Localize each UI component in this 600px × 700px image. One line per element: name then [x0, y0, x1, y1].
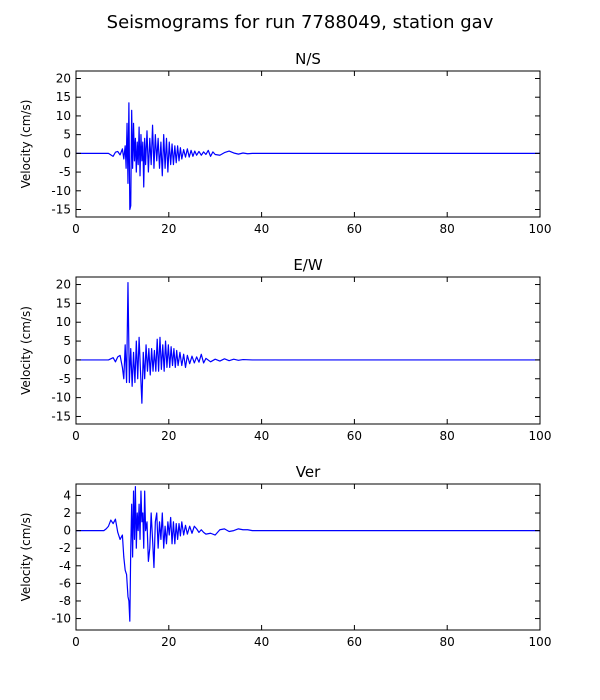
- x-tick-label-ew: 80: [440, 429, 455, 443]
- y-tick-label-ns: 20: [56, 71, 71, 85]
- x-tick-label-ew: 60: [347, 429, 362, 443]
- y-tick-label-ew: 0: [63, 353, 71, 367]
- y-tick-label-ew: 20: [56, 278, 71, 292]
- x-tick-label-ew: 40: [254, 429, 269, 443]
- series-line-ver: [76, 486, 540, 622]
- x-tick-label-ver: 40: [254, 635, 269, 649]
- x-tick-label-ns: 0: [72, 222, 80, 236]
- y-tick-label-ns: -10: [51, 184, 71, 198]
- y-tick-label-ew: -10: [51, 391, 71, 405]
- y-axis-label-ver: Velocity (cm/s): [19, 513, 33, 602]
- y-tick-label-ns: 15: [56, 90, 71, 104]
- y-tick-label-ver: -4: [59, 559, 71, 573]
- x-tick-label-ns: 80: [440, 222, 455, 236]
- x-tick-label-ns: 20: [161, 222, 176, 236]
- y-tick-label-ns: -5: [59, 165, 71, 179]
- y-tick-label-ew: -15: [51, 409, 71, 423]
- x-tick-label-ns: 60: [347, 222, 362, 236]
- panel-title-ew: E/W: [293, 256, 323, 274]
- y-tick-label-ver: 0: [63, 524, 71, 538]
- panel-ns: N/S Velocity (cm/s) 0 20 40 60 80 100 -15 -10 -5 0 5…: [19, 50, 551, 236]
- axes-frame-ver: [75, 483, 541, 631]
- y-tick-label-ew: 10: [56, 315, 71, 329]
- y-axis-label-ew: Velocity (cm/s): [19, 306, 33, 395]
- y-tick-label-ver: -6: [59, 576, 71, 590]
- x-tick-label-ver: 100: [529, 635, 552, 649]
- series-line-ew: [76, 282, 540, 404]
- panel-title-ns: N/S: [295, 50, 321, 68]
- y-tick-label-ver: -2: [59, 541, 71, 555]
- y-tick-label-ns: 5: [63, 128, 71, 142]
- x-tick-label-ver: 0: [72, 635, 80, 649]
- y-tick-label-ns: -15: [51, 203, 71, 217]
- x-tick-label-ver: 80: [440, 635, 455, 649]
- y-tick-label-ver: -10: [51, 612, 71, 626]
- y-tick-label-ns: 10: [56, 109, 71, 123]
- y-axis-label-ns: Velocity (cm/s): [19, 100, 33, 189]
- x-tick-label-ns: 40: [254, 222, 269, 236]
- panel-title-ver: Ver: [296, 463, 321, 481]
- series-line-ns: [76, 102, 540, 211]
- axes-frame-ns: [75, 70, 541, 218]
- x-tick-label-ew: 0: [72, 429, 80, 443]
- x-tick-label-ew: 100: [529, 429, 552, 443]
- axes-frame-ew: [75, 276, 541, 425]
- y-tick-label-ns: 0: [63, 146, 71, 160]
- x-tick-label-ver: 20: [161, 635, 176, 649]
- x-tick-label-ew: 20: [161, 429, 176, 443]
- x-tick-label-ver: 60: [347, 635, 362, 649]
- y-tick-label-ver: 2: [63, 506, 71, 520]
- y-tick-label-ew: 5: [63, 334, 71, 348]
- panel-ew: E/W Velocity (cm/s) 0 20 40 60 80 100 -15 -10 -5 0 5…: [19, 256, 551, 443]
- y-tick-label-ew: -5: [59, 372, 71, 386]
- figure-title: Seismograms for run 7788049, station gav: [107, 12, 494, 33]
- y-tick-label-ew: 15: [56, 296, 71, 310]
- y-tick-label-ver: -8: [59, 594, 71, 608]
- x-tick-label-ns: 100: [529, 222, 552, 236]
- y-tick-label-ver: 4: [63, 488, 71, 502]
